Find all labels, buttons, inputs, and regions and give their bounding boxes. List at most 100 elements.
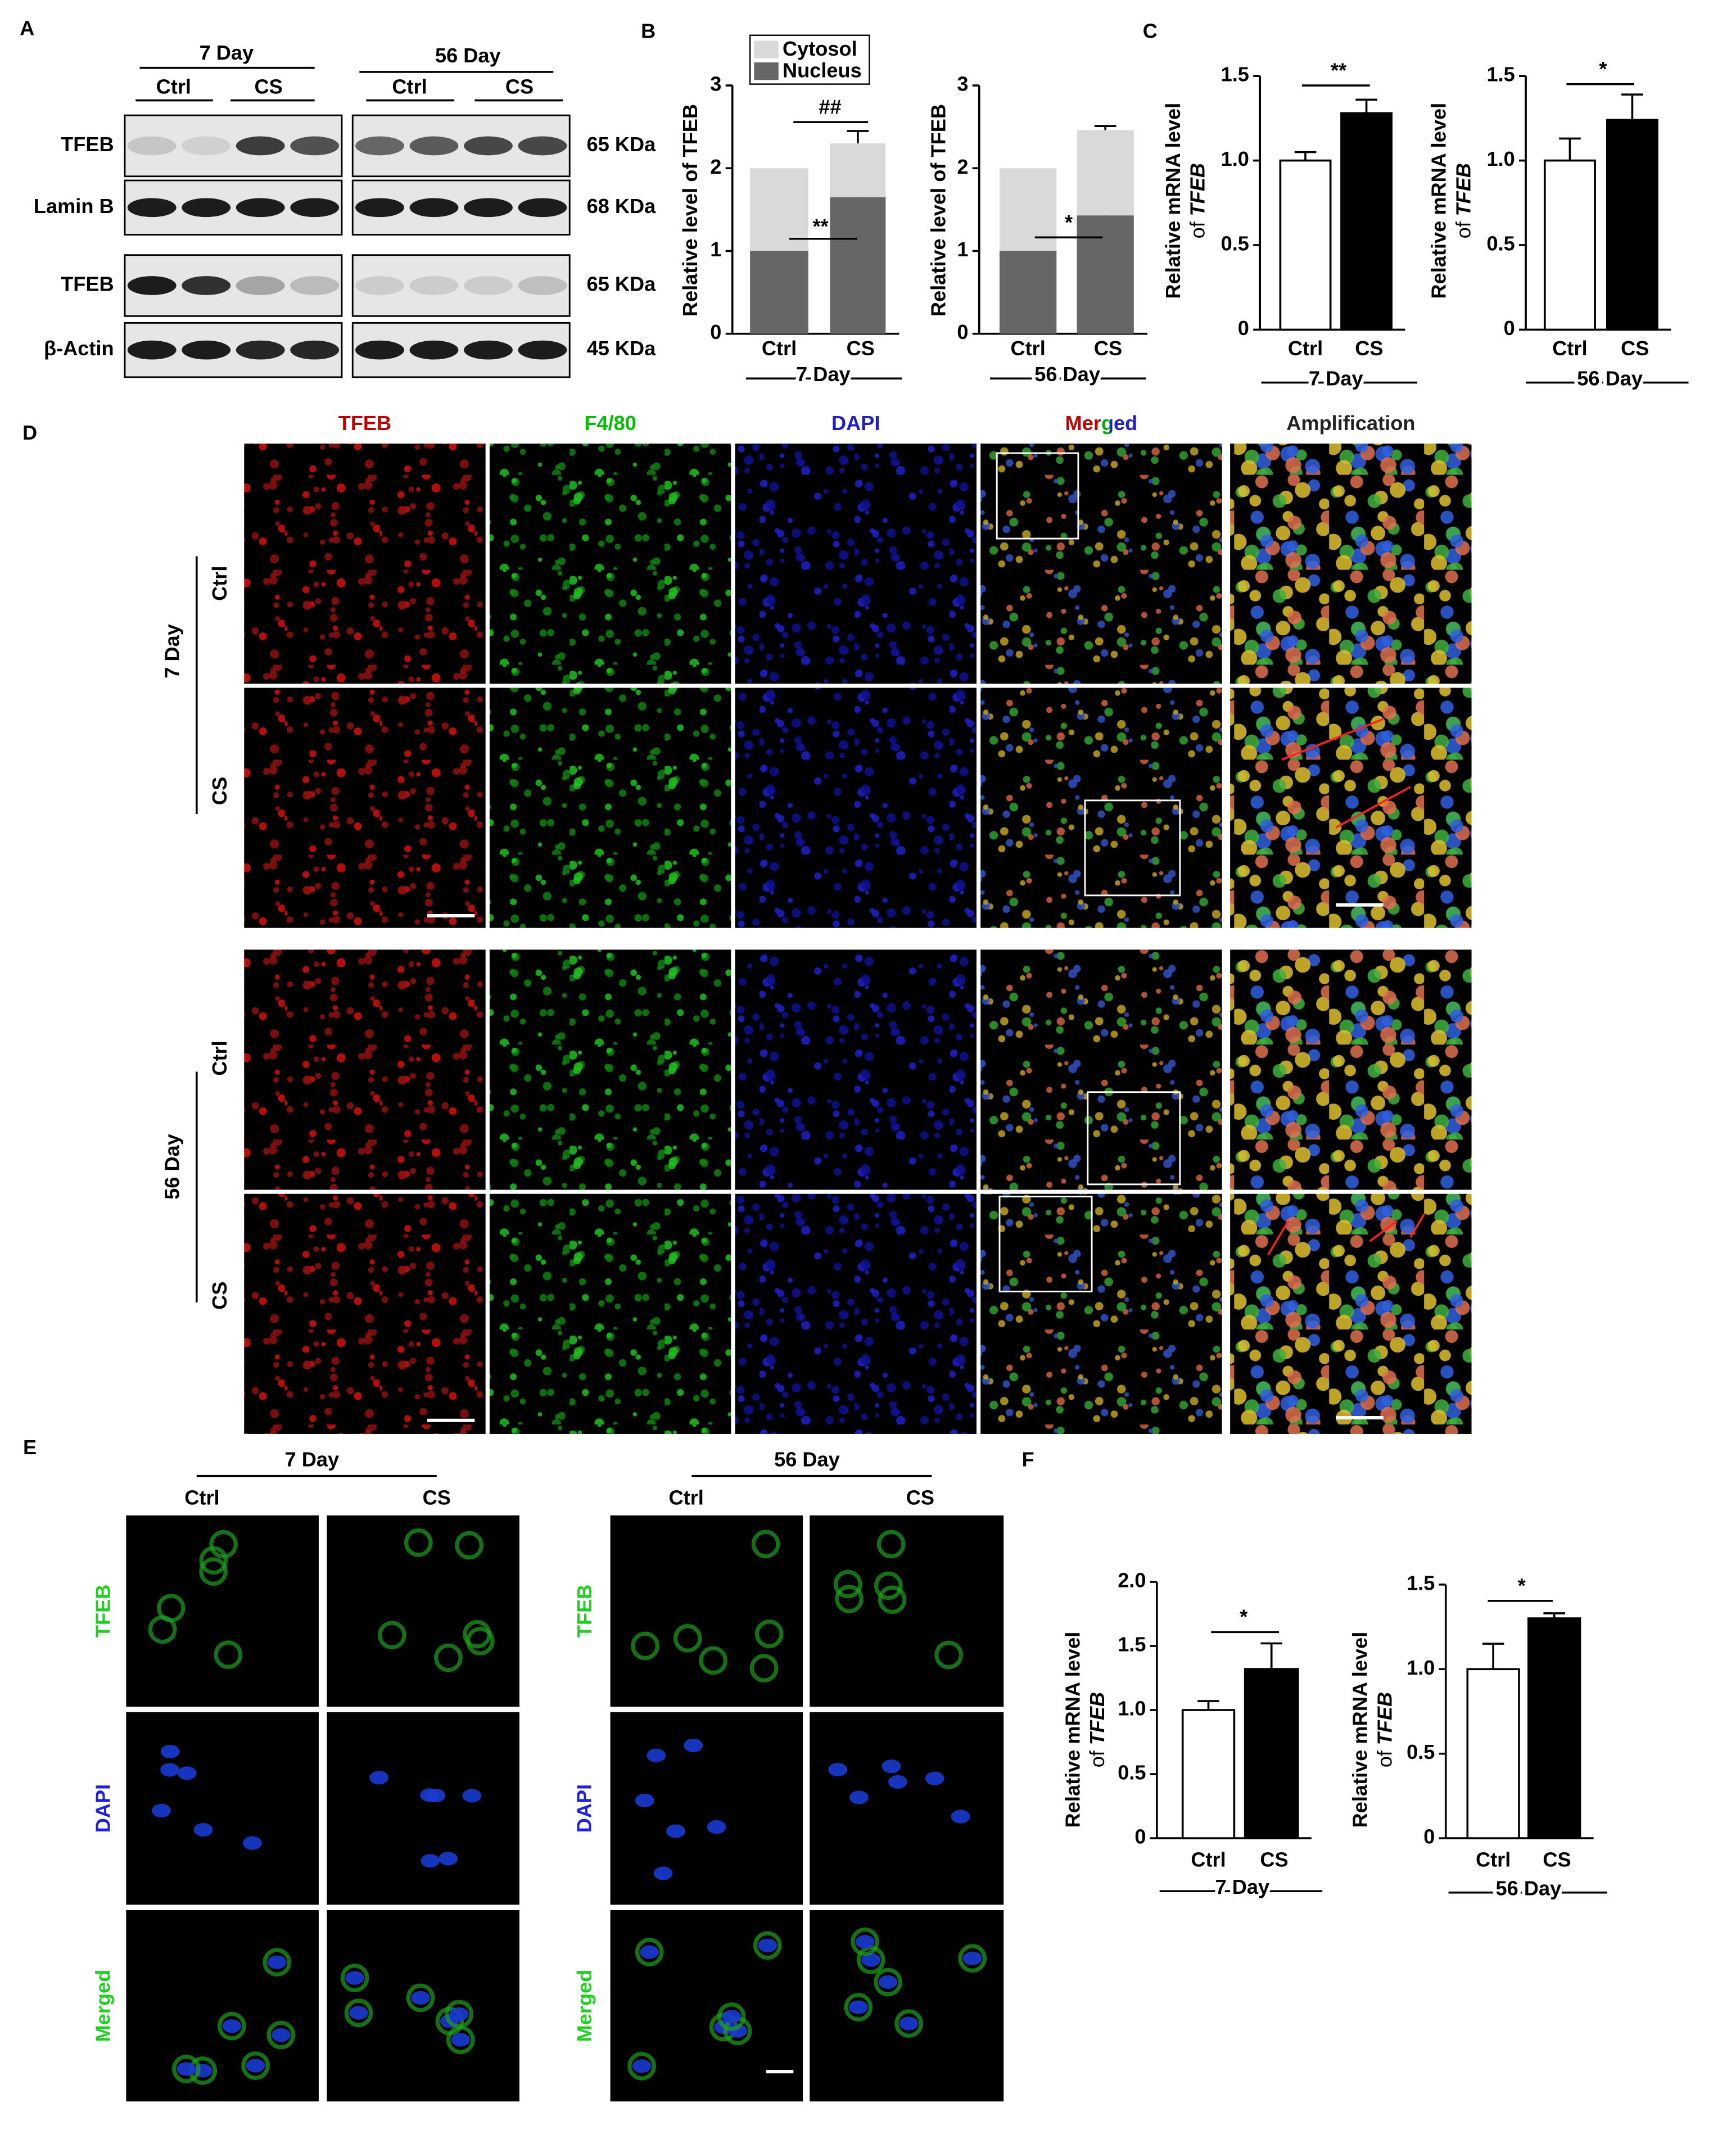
label: TFEB — [338, 411, 391, 435]
nucleus — [707, 1820, 726, 1834]
micrograph — [810, 1910, 1004, 2102]
bar-segment — [1000, 168, 1057, 251]
label: 7 Day — [1309, 367, 1363, 390]
blot-band — [355, 136, 404, 156]
bar — [1606, 119, 1658, 331]
y-axis-title: Relative mRNA level — [1061, 1632, 1084, 1828]
y-axis-title-part: of — [1086, 1750, 1109, 1767]
label: 45 KDa — [587, 337, 657, 360]
cell-ring — [199, 1546, 228, 1575]
blot-band — [409, 136, 459, 156]
micrograph — [244, 1193, 486, 1434]
label: 0.5 — [1221, 232, 1249, 255]
blot-band — [518, 340, 567, 360]
blot-band — [464, 340, 513, 360]
label: TFEB — [61, 133, 114, 156]
label: ** — [812, 215, 829, 238]
bar-segment — [750, 251, 808, 334]
label: 2.0 — [1118, 1569, 1146, 1592]
bar-segment — [1077, 215, 1134, 334]
micrograph — [244, 949, 486, 1190]
rule — [1335, 786, 1411, 829]
nucleus — [666, 1824, 685, 1838]
label: 0.5 — [1407, 1740, 1435, 1763]
nucleus — [421, 1854, 440, 1868]
label: CS — [1094, 337, 1122, 360]
nucleus — [828, 1762, 848, 1777]
label: 1.5 — [1486, 63, 1515, 86]
blot-band — [355, 198, 404, 218]
nucleus — [345, 1971, 364, 1985]
micrograph — [1230, 444, 1472, 684]
label: F4/80 — [584, 411, 636, 435]
micrograph — [810, 1515, 1004, 1707]
label: 0 — [1504, 316, 1515, 340]
blot-band — [127, 198, 177, 218]
label: 65 KDa — [587, 273, 657, 296]
nucleus — [222, 2019, 242, 2033]
cell-ring — [876, 1530, 906, 1559]
label: CS — [906, 1486, 934, 1509]
cell-ring — [844, 1993, 873, 2021]
label: 1.0 — [1118, 1697, 1146, 1720]
label: 56 Day — [1496, 1876, 1562, 1899]
blot-band — [290, 136, 340, 156]
micrograph — [980, 687, 1222, 928]
y-axis-title: of TFEB — [1086, 1692, 1109, 1767]
label: Merged — [1065, 411, 1138, 435]
cell-ring — [434, 1643, 463, 1672]
label: 65 KDa — [587, 133, 657, 156]
nucleus — [177, 1766, 197, 1780]
micrograph — [489, 1193, 731, 1434]
label: 2 — [957, 155, 968, 178]
nucleus — [849, 1790, 869, 1804]
label: CS — [208, 1282, 231, 1310]
label: 56 Day — [435, 44, 501, 67]
cell-ring — [148, 1615, 177, 1644]
y-axis-title-part: of — [1186, 221, 1209, 238]
y-axis-title-part: of — [1452, 221, 1475, 238]
label: Ctrl — [156, 75, 191, 98]
rule — [1369, 1220, 1398, 1242]
nucleus — [878, 1975, 898, 1989]
label: E — [23, 1436, 37, 1459]
blot-band — [518, 276, 567, 295]
cell-ring — [878, 1585, 907, 1614]
blot-band — [464, 198, 513, 218]
blot-band — [182, 136, 231, 156]
bar — [1527, 1617, 1581, 1839]
label: TFEB — [573, 1585, 596, 1638]
label: ** — [1331, 58, 1347, 82]
label: 0 — [1423, 1825, 1435, 1848]
cell-ring — [344, 1998, 373, 2028]
blot-band — [182, 340, 231, 360]
label: 0 — [1134, 1825, 1146, 1848]
label: Merged — [573, 1970, 596, 2042]
cell-ring — [934, 1640, 963, 1670]
zoom-box — [998, 1196, 1093, 1292]
bar — [1544, 159, 1596, 331]
label: 1.5 — [1118, 1633, 1146, 1656]
label: * — [1518, 1574, 1526, 1597]
label: 0 — [957, 320, 968, 343]
cell-ring — [851, 1927, 880, 1956]
label: 7 Day — [1215, 1875, 1270, 1898]
cell-ring — [717, 2002, 746, 2031]
cell-ring — [894, 2009, 923, 2038]
micrograph — [244, 687, 486, 928]
blot-band — [236, 276, 285, 295]
rule — [1281, 718, 1384, 761]
label: 68 KDa — [587, 195, 657, 218]
nucleus — [242, 1836, 262, 1850]
nucleus — [451, 2033, 471, 2047]
micrograph — [1230, 687, 1472, 928]
label: CS — [423, 1486, 451, 1509]
bar-segment — [830, 143, 886, 197]
micrograph — [735, 444, 976, 684]
nucleus — [722, 2010, 742, 2024]
micrograph — [489, 949, 731, 1190]
cell-ring — [172, 2055, 201, 2083]
label: C — [1143, 19, 1158, 42]
blot-band — [409, 340, 459, 360]
